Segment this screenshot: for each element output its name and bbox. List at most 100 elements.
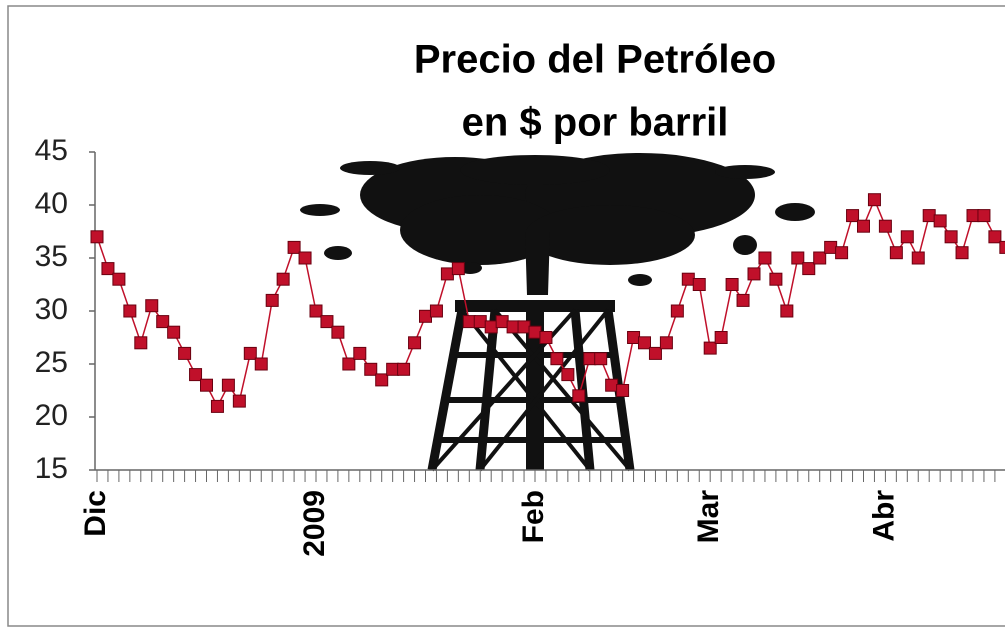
data-marker: [221, 378, 235, 392]
y-tick-label: 40: [35, 187, 68, 220]
y-tick-label: 20: [35, 399, 68, 432]
data-marker: [692, 278, 706, 291]
data-marker: [670, 304, 684, 318]
data-marker: [846, 209, 860, 223]
data-marker: [386, 362, 400, 376]
data-marker: [955, 246, 969, 260]
data-marker: [397, 362, 411, 376]
data-marker: [999, 240, 1005, 254]
data-marker: [857, 219, 870, 233]
data-marker: [189, 368, 203, 382]
data-marker: [484, 320, 498, 334]
data-marker: [134, 336, 148, 350]
data-marker: [232, 394, 246, 408]
data-marker: [112, 272, 126, 286]
data-marker: [440, 267, 454, 281]
data-marker: [648, 346, 662, 360]
x-tick-label: Abr: [867, 490, 900, 542]
data-marker: [616, 384, 630, 397]
data-marker: [276, 272, 290, 286]
data-marker: [364, 362, 378, 376]
x-tick-label: Mar: [692, 490, 725, 544]
data-marker: [747, 267, 761, 281]
x-tick-label: Feb: [517, 490, 550, 543]
y-tick-label: 25: [35, 346, 68, 379]
data-marker: [473, 315, 487, 329]
data-marker: [517, 320, 531, 334]
chart-subtitle: en $ por barril: [462, 101, 729, 145]
data-marker: [780, 304, 794, 318]
y-tick-label: 45: [35, 134, 68, 167]
data-marker: [900, 230, 914, 244]
oil-derrick-illustration: [300, 153, 815, 472]
data-marker: [419, 309, 432, 323]
data-marker: [243, 346, 257, 360]
data-marker: [265, 293, 279, 307]
data-marker: [123, 304, 137, 318]
data-marker: [167, 325, 181, 339]
data-marker: [101, 262, 115, 276]
data-marker: [791, 251, 805, 265]
data-marker: [638, 336, 651, 350]
data-marker: [583, 352, 597, 366]
data-marker: [835, 246, 849, 260]
data-marker: [254, 357, 268, 371]
x-tick-label: Dic: [79, 490, 112, 537]
data-marker: [528, 325, 542, 339]
data-marker: [802, 262, 816, 276]
data-marker: [966, 209, 980, 223]
data-marker: [933, 214, 947, 228]
y-tick-label: 15: [35, 452, 68, 485]
data-marker: [627, 331, 641, 344]
data-marker: [561, 368, 575, 382]
data-marker: [922, 209, 936, 223]
data-marker: [977, 209, 991, 223]
data-marker: [539, 331, 553, 344]
data-marker: [309, 304, 323, 318]
data-marker: [659, 336, 673, 350]
data-marker: [714, 331, 728, 344]
data-marker: [287, 240, 301, 254]
data-marker: [331, 325, 345, 339]
data-marker: [145, 299, 159, 313]
data-marker: [572, 389, 586, 403]
data-marker: [210, 399, 224, 413]
data-marker: [769, 272, 783, 286]
data-marker: [375, 373, 389, 387]
data-marker: [911, 251, 925, 265]
data-marker: [550, 352, 564, 366]
data-marker: [495, 315, 509, 329]
data-marker: [298, 251, 312, 265]
data-marker: [594, 352, 608, 366]
data-marker: [200, 378, 213, 392]
data-marker: [867, 193, 881, 207]
data-marker: [605, 378, 619, 392]
y-tick-label: 30: [35, 293, 68, 326]
data-marker: [408, 336, 422, 350]
data-marker: [944, 230, 958, 244]
data-marker: [90, 230, 104, 244]
data-marker: [813, 251, 827, 265]
data-marker: [506, 320, 520, 334]
data-marker: [988, 230, 1002, 244]
data-marker: [725, 278, 739, 291]
data-marker: [736, 293, 750, 307]
data-marker: [889, 246, 903, 260]
chart-title: Precio del Petróleo: [414, 38, 776, 82]
x-tick-label: 2009: [298, 490, 331, 557]
data-marker: [156, 315, 170, 329]
data-marker: [462, 315, 476, 329]
y-tick-label: 35: [35, 240, 68, 273]
data-marker: [451, 262, 465, 276]
data-marker: [758, 251, 772, 265]
data-marker: [824, 240, 838, 254]
data-marker: [681, 272, 695, 286]
data-marker: [178, 346, 192, 360]
data-marker: [342, 357, 356, 371]
data-marker: [353, 346, 367, 360]
data-marker: [878, 219, 892, 233]
data-marker: [703, 341, 717, 355]
data-marker: [320, 315, 334, 329]
